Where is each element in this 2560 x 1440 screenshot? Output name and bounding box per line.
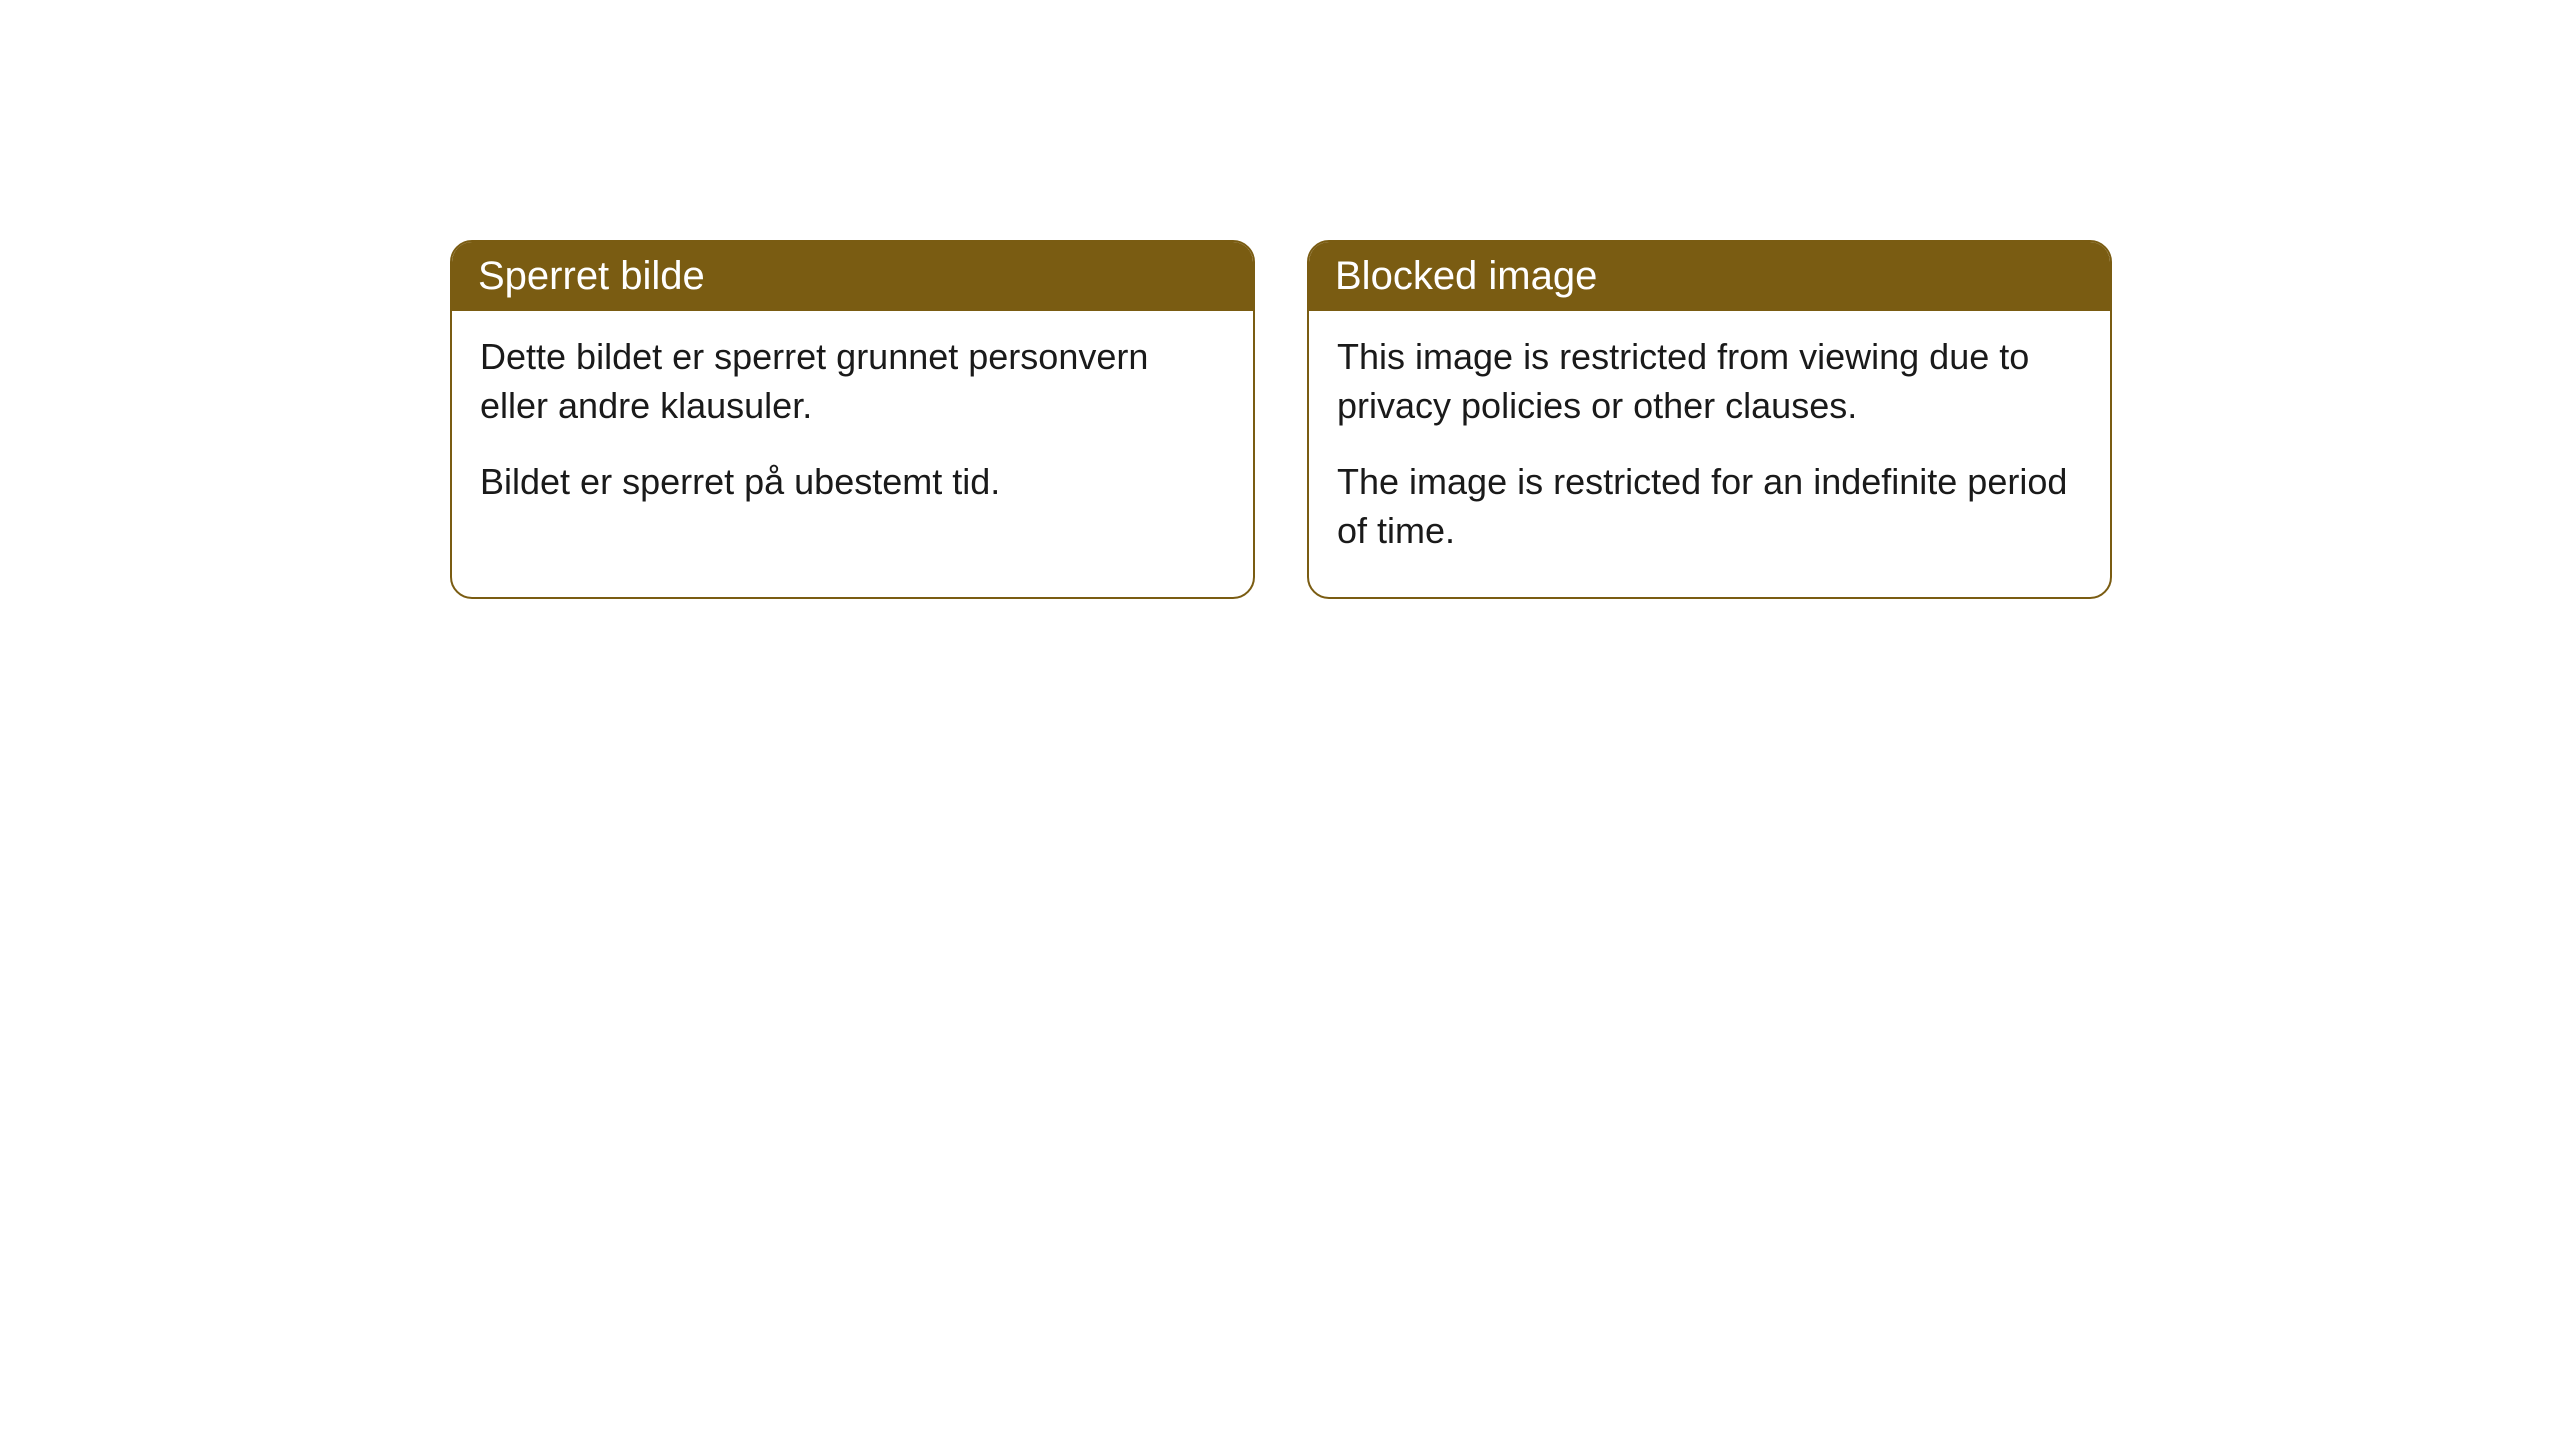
card-body: This image is restricted from viewing du… [1309, 311, 2110, 597]
card-header: Blocked image [1309, 242, 2110, 311]
card-header: Sperret bilde [452, 242, 1253, 311]
card-title: Blocked image [1335, 254, 1597, 298]
card-body: Dette bildet er sperret grunnet personve… [452, 311, 1253, 549]
card-title: Sperret bilde [478, 254, 705, 298]
notice-card-english: Blocked image This image is restricted f… [1307, 240, 2112, 599]
card-paragraph: Dette bildet er sperret grunnet personve… [480, 333, 1225, 430]
notice-card-norwegian: Sperret bilde Dette bildet er sperret gr… [450, 240, 1255, 599]
card-paragraph: This image is restricted from viewing du… [1337, 333, 2082, 430]
card-paragraph: Bildet er sperret på ubestemt tid. [480, 458, 1225, 507]
notice-cards-container: Sperret bilde Dette bildet er sperret gr… [450, 240, 2112, 599]
card-paragraph: The image is restricted for an indefinit… [1337, 458, 2082, 555]
